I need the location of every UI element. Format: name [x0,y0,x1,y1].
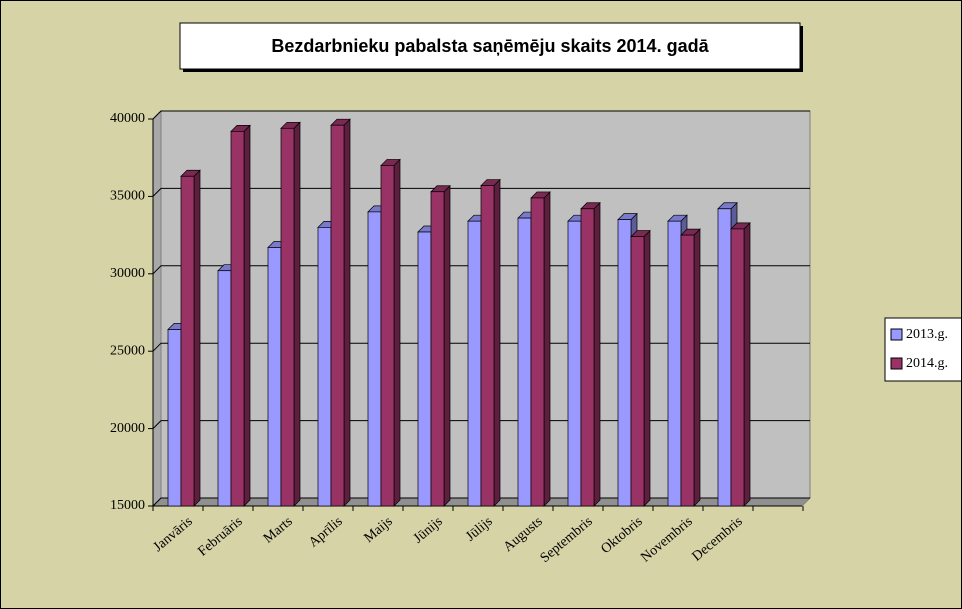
bar [730,228,745,507]
bar-side [693,228,701,507]
title-box [179,22,801,70]
legend-swatch [890,357,903,370]
bar-side [493,178,501,507]
bar [680,234,695,507]
bar [467,220,482,507]
bar-side [243,124,251,507]
legend-swatch [890,328,903,341]
bar [380,165,395,507]
bar [630,236,645,507]
bar [330,124,345,507]
bar [180,175,195,507]
legend-label: 2013.g. [906,327,948,342]
bar-side [643,229,651,507]
legend-label: 2014.g. [906,356,948,371]
bar [167,329,182,507]
y-tick-label: 20000 [110,421,145,436]
bar-side [343,118,351,507]
bar-side [743,222,751,507]
bar-side [193,169,201,507]
y-tick-label: 15000 [110,498,145,513]
bar [667,220,682,507]
bar [317,227,332,507]
bar [417,231,432,507]
bar [430,191,445,507]
bar [530,197,545,507]
bar-side [393,158,401,507]
bar [217,270,232,507]
legend: 2013.g. 2014.g. [884,317,961,382]
bar [580,208,595,507]
bar [567,220,582,507]
legend-items: 2013.g. 2014.g. [890,327,948,371]
grid-line [152,110,810,120]
grid-line [152,187,810,197]
bar-side [543,191,551,507]
chart-title: Bezdarbnieku pabalsta saņēmēju skaits 20… [271,36,709,56]
bar [230,131,245,507]
bar [267,247,282,507]
side-wall [152,109,162,508]
y-tick-label: 40000 [110,111,145,126]
bar [480,185,495,507]
bar [617,219,632,507]
bar [717,208,732,507]
y-tick-label: 25000 [110,343,145,358]
y-tick-label: 30000 [110,266,145,281]
bar-side [593,201,601,507]
bar [517,217,532,507]
y-tick-label: 35000 [110,189,145,204]
bar-side [293,121,301,507]
bar [367,211,382,507]
bar-side [443,184,451,507]
bar [280,127,295,507]
